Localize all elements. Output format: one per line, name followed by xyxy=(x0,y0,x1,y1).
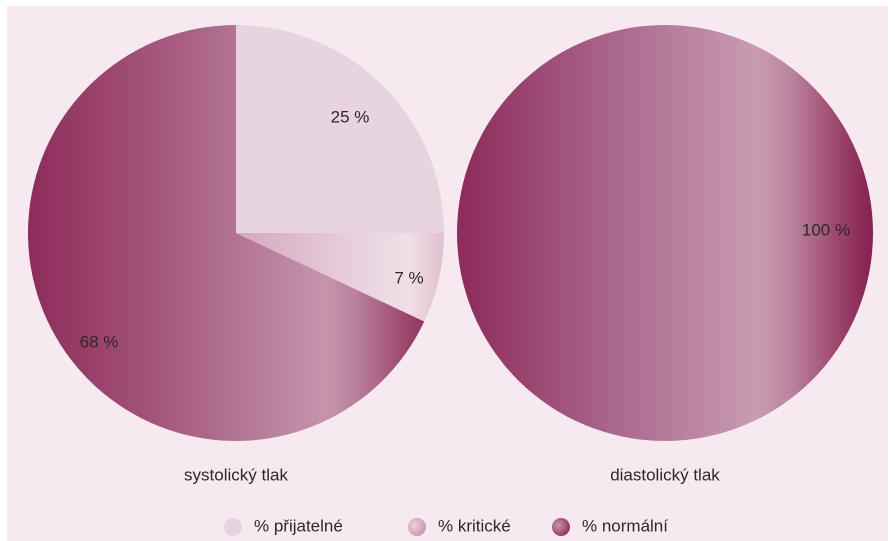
legend-marker-2 xyxy=(408,518,426,536)
pie-slice-1-2 xyxy=(236,233,444,322)
slice-label-1-1: 25 % xyxy=(331,107,370,126)
legend-label-2: % kritické xyxy=(438,516,511,535)
pie-slice-2-1 xyxy=(457,25,873,441)
legend-label-3: % normální xyxy=(582,516,668,535)
legend: % přijatelné % kritické % normální xyxy=(224,516,668,536)
legend-marker-3 xyxy=(552,518,570,536)
pie-caption-2: diastolický tlak xyxy=(610,465,720,484)
slice-label-1-3: 68 % xyxy=(80,332,119,351)
pie-slice-1-1 xyxy=(236,25,444,233)
pie-caption-1: systolický tlak xyxy=(184,465,288,484)
pie-slice-1-3 xyxy=(28,25,425,441)
slice-label-1-2: 7 % xyxy=(394,268,423,287)
legend-marker-1 xyxy=(224,518,242,536)
slice-label-2-1: 100 % xyxy=(802,220,850,239)
legend-label-1: % přijatelné xyxy=(254,516,343,535)
